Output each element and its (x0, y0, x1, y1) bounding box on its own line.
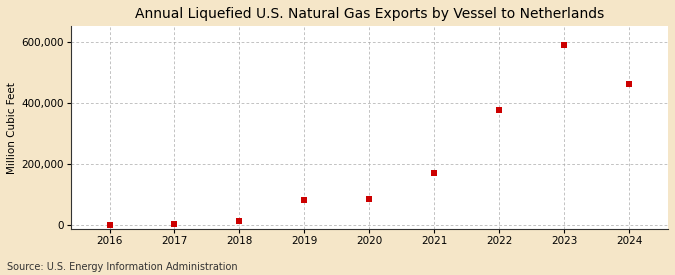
Point (169, 222, 180, 226)
Point (429, 170, 439, 175)
Y-axis label: Million Cubic Feet: Million Cubic Feet (7, 82, 17, 174)
Point (624, 82, 634, 86)
Title: Annual Liquefied U.S. Natural Gas Exports by Vessel to Netherlands: Annual Liquefied U.S. Natural Gas Export… (135, 7, 604, 21)
Point (299, 198, 310, 202)
Point (104, 222, 115, 227)
Text: Source: U.S. Energy Information Administration: Source: U.S. Energy Information Administ… (7, 262, 238, 272)
Point (364, 196, 375, 201)
Point (559, 42, 570, 47)
Point (494, 108, 505, 112)
Point (234, 219, 245, 223)
